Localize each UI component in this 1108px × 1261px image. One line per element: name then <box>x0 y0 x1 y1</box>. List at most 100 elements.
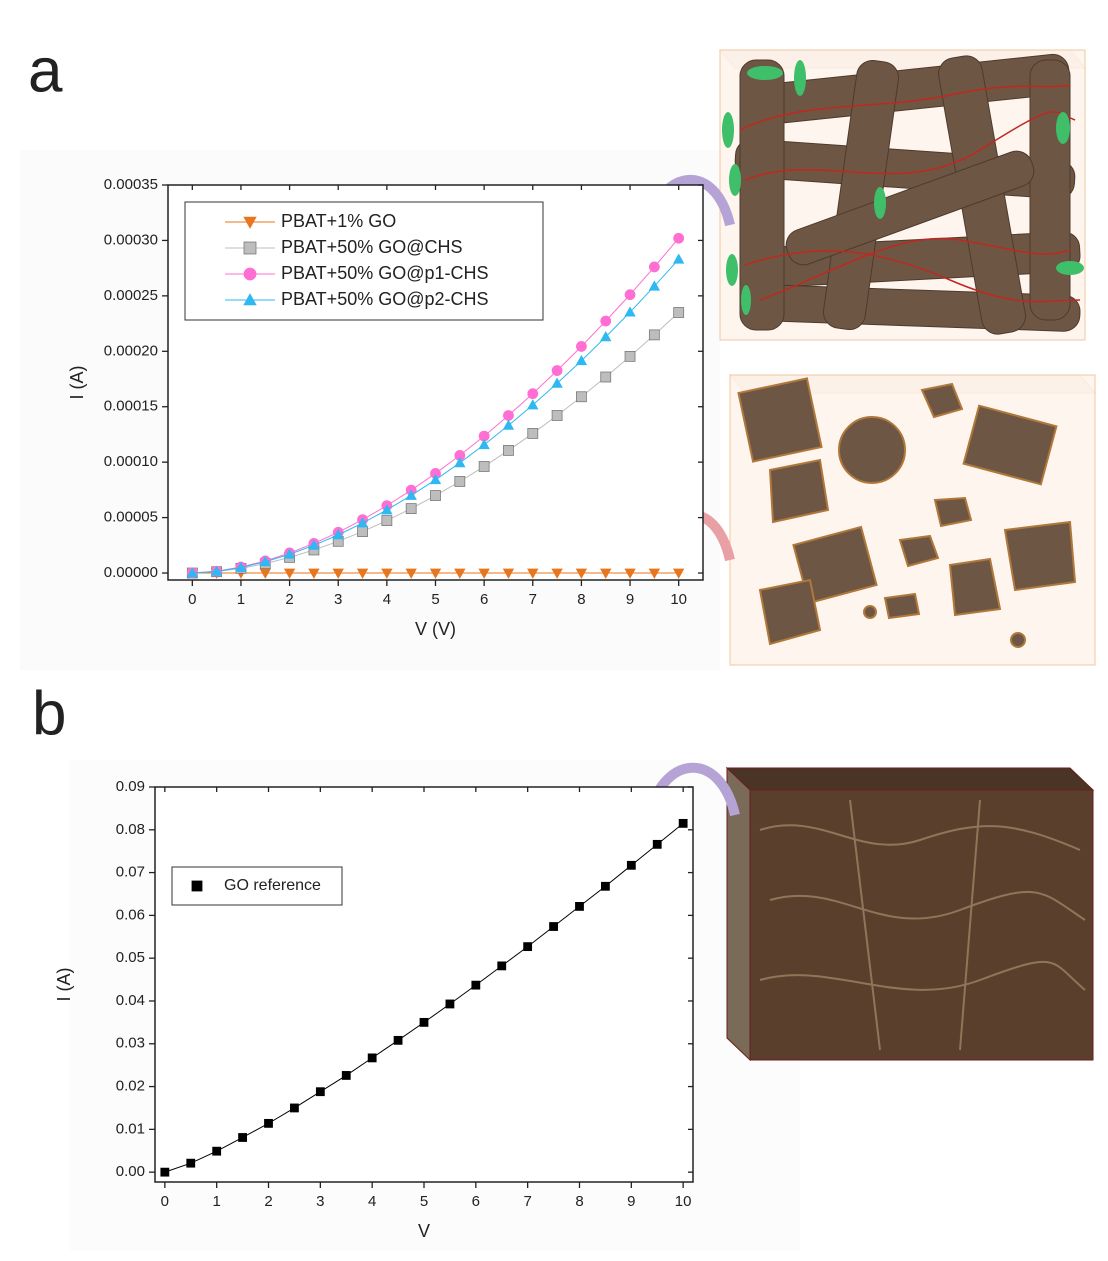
marker <box>601 882 609 890</box>
y-tick-label: 0.00030 <box>104 231 158 248</box>
y-tick-label: 0.00020 <box>104 342 158 359</box>
illustration-flakes <box>730 375 1095 665</box>
marker <box>161 1168 169 1176</box>
marker <box>472 981 480 989</box>
legend-label: GO reference <box>224 877 321 894</box>
y-tick-label: 0.06 <box>116 906 145 923</box>
legend-label: PBAT+1% GO <box>281 211 396 231</box>
y-tick-label: 0.00035 <box>104 176 158 193</box>
y-tick-label: 0.00000 <box>104 564 158 581</box>
y-tick-label: 0.00015 <box>104 398 158 415</box>
x-tick-label: 8 <box>577 591 585 608</box>
marker <box>576 392 586 402</box>
x-axis-label: V <box>418 1221 430 1241</box>
x-tick-label: 0 <box>188 591 196 608</box>
x-tick-label: 3 <box>334 591 342 608</box>
x-axis-label: V (V) <box>415 619 456 639</box>
x-tick-label: 8 <box>575 1193 583 1210</box>
marker <box>420 1018 428 1026</box>
x-tick-label: 7 <box>523 1193 531 1210</box>
y-axis-label: I (A) <box>54 968 74 1002</box>
marker <box>674 307 684 317</box>
y-tick-label: 0.00010 <box>104 453 158 470</box>
x-tick-label: 5 <box>420 1193 428 1210</box>
marker <box>394 1036 402 1044</box>
y-tick-label: 0.08 <box>116 821 145 838</box>
marker <box>674 233 684 243</box>
marker <box>552 410 562 420</box>
y-axis-label: I (A) <box>67 366 87 400</box>
plot-frame <box>155 787 693 1182</box>
x-tick-label: 6 <box>480 591 488 608</box>
marker <box>316 1088 324 1096</box>
y-tick-label: 0.05 <box>116 949 145 966</box>
x-tick-label: 6 <box>472 1193 480 1210</box>
marker <box>342 1071 350 1079</box>
y-tick-label: 0.04 <box>116 992 145 1009</box>
y-tick-label: 0.03 <box>116 1035 145 1052</box>
marker <box>601 316 611 326</box>
legend-label: PBAT+50% GO@p2-CHS <box>281 289 489 309</box>
y-tick-label: 0.00 <box>116 1163 145 1180</box>
x-tick-label: 3 <box>316 1193 324 1210</box>
marker <box>649 330 659 340</box>
marker <box>627 861 635 869</box>
x-tick-label: 4 <box>368 1193 376 1210</box>
x-tick-label: 5 <box>431 591 439 608</box>
marker <box>498 962 506 970</box>
legend-label: PBAT+50% GO@CHS <box>281 237 463 257</box>
marker <box>406 504 416 514</box>
legend-marker <box>192 881 202 891</box>
marker <box>213 1147 221 1155</box>
y-tick-label: 0.00005 <box>104 509 158 526</box>
legend-label: PBAT+50% GO@p1-CHS <box>281 263 489 283</box>
marker <box>625 351 635 361</box>
x-tick-label: 10 <box>675 1193 692 1210</box>
illustration-network <box>720 50 1085 340</box>
x-tick-label: 10 <box>670 591 687 608</box>
marker <box>503 410 513 420</box>
x-tick-label: 1 <box>213 1193 221 1210</box>
marker <box>368 1054 376 1062</box>
marker <box>528 389 538 399</box>
marker <box>528 428 538 438</box>
marker <box>290 1104 298 1112</box>
marker <box>550 923 558 931</box>
marker <box>503 445 513 455</box>
marker <box>653 840 661 848</box>
x-tick-label: 4 <box>383 591 391 608</box>
x-tick-label: 2 <box>264 1193 272 1210</box>
x-tick-label: 0 <box>161 1193 169 1210</box>
y-tick-label: 0.00025 <box>104 287 158 304</box>
marker <box>431 491 441 501</box>
legend-marker <box>244 268 256 280</box>
marker <box>446 1000 454 1008</box>
marker <box>382 516 392 526</box>
marker <box>187 1159 195 1167</box>
marker <box>575 902 583 910</box>
y-tick-label: 0.02 <box>116 1078 145 1095</box>
x-tick-label: 7 <box>529 591 537 608</box>
marker <box>239 1133 247 1141</box>
marker <box>576 341 586 351</box>
legend-marker <box>244 242 256 254</box>
x-tick-label: 2 <box>285 591 293 608</box>
marker <box>265 1119 273 1127</box>
marker <box>625 290 635 300</box>
marker <box>524 943 532 951</box>
panel-label: a <box>28 36 63 105</box>
x-tick-label: 1 <box>237 591 245 608</box>
x-tick-label: 9 <box>627 1193 635 1210</box>
marker <box>601 372 611 382</box>
panel-label: b <box>32 679 66 748</box>
y-tick-label: 0.01 <box>116 1120 145 1137</box>
figure: a b <box>0 0 1108 1261</box>
marker <box>649 262 659 272</box>
x-tick-label: 9 <box>626 591 634 608</box>
marker <box>358 527 368 537</box>
illustration-block <box>727 768 1093 1060</box>
y-tick-label: 0.07 <box>116 864 145 881</box>
marker <box>479 461 489 471</box>
marker <box>552 366 562 376</box>
marker <box>679 819 687 827</box>
